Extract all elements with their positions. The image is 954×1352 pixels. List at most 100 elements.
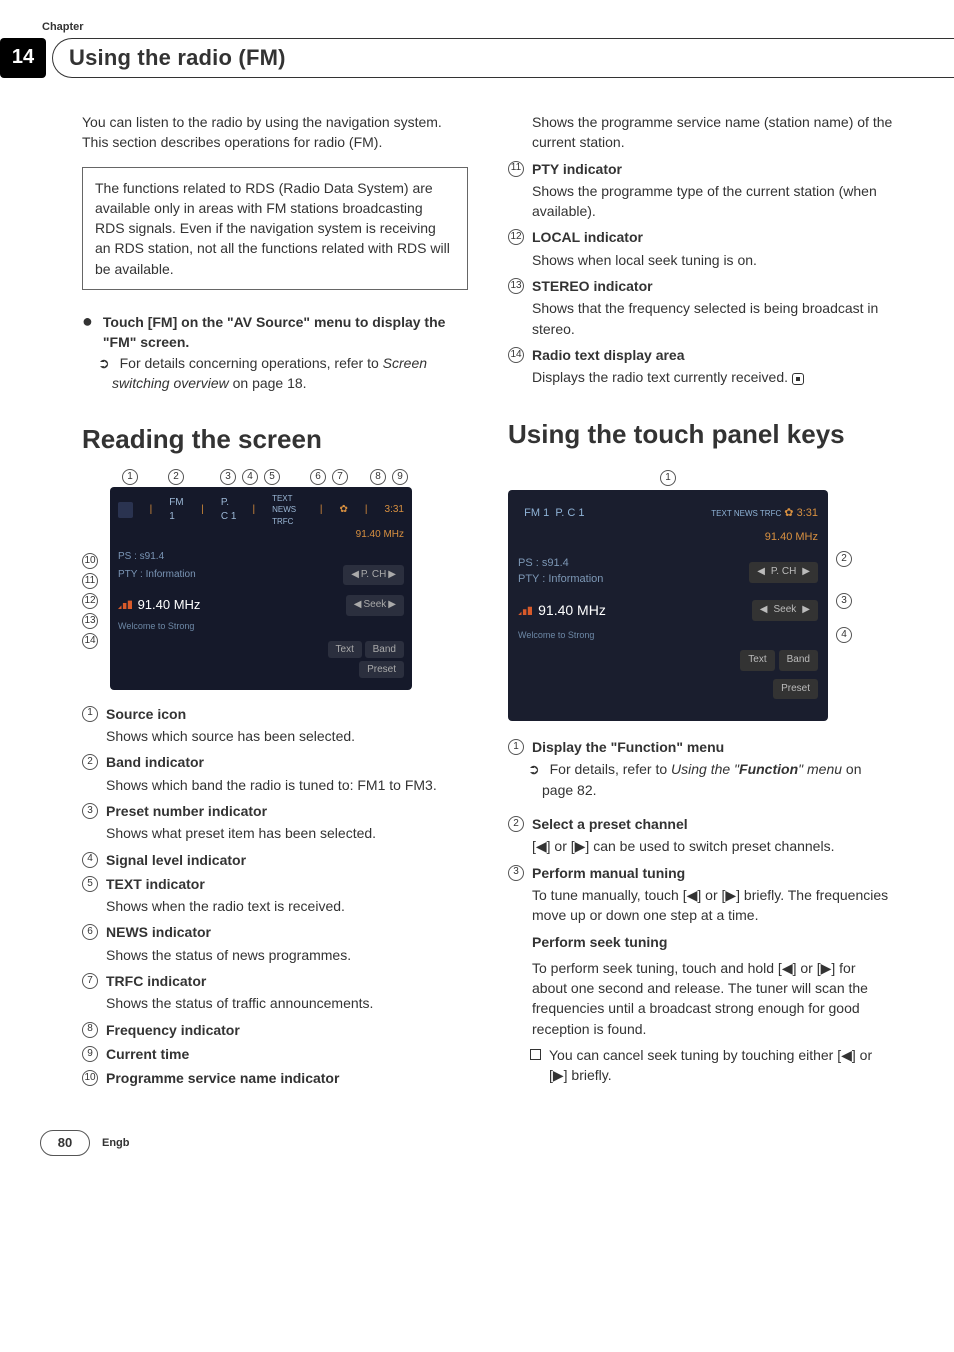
touch-fm-sub2: on page 18. bbox=[229, 375, 307, 391]
def-n-8: 8 bbox=[82, 1022, 98, 1038]
callout-8: 8 bbox=[370, 469, 386, 485]
callout-10: 10 bbox=[82, 553, 98, 569]
td-t-2: Select a preset channel bbox=[532, 814, 688, 834]
fig1-top-callouts: 1 2 3 4 5 6 7 8 9 bbox=[122, 469, 412, 485]
callout-9: 9 bbox=[392, 469, 408, 485]
td-b-1: ➲ For details, refer to Using the "Funct… bbox=[512, 759, 894, 800]
bullet-icon: ● bbox=[82, 312, 93, 353]
def-n-3: 3 bbox=[82, 803, 98, 819]
callout-2: 2 bbox=[168, 469, 184, 485]
tp-preset-button[interactable]: Preset bbox=[773, 679, 818, 700]
td-b-1a: For details, refer to bbox=[550, 761, 671, 777]
tp-gear-icon[interactable]: ✿ bbox=[784, 507, 793, 519]
defs-left: 1Source icon Shows which source has been… bbox=[82, 704, 468, 1089]
def-n-10: 10 bbox=[82, 1070, 98, 1086]
preset-ind: P. C 1 bbox=[221, 496, 239, 525]
source-icon bbox=[118, 502, 133, 518]
lang-label: Engb bbox=[102, 1136, 130, 1152]
band-button[interactable]: Band bbox=[365, 641, 404, 658]
def-n-13: 13 bbox=[508, 278, 524, 294]
chapter-header: 14 Using the radio (FM) bbox=[0, 38, 954, 78]
def-n-12: 12 bbox=[508, 229, 524, 245]
def-t-1: Source icon bbox=[106, 704, 186, 724]
td-b-3: To tune manually, touch [◀] or [▶] brief… bbox=[508, 885, 894, 926]
def-b-7: Shows the status of traffic announcement… bbox=[82, 993, 468, 1013]
def-t-8: Frequency indicator bbox=[106, 1020, 240, 1040]
pty-line: PTY : Information bbox=[118, 568, 196, 583]
txtband-row: Text Band bbox=[118, 643, 404, 658]
tp-indicators: TEXT NEWS TRFC bbox=[711, 509, 781, 518]
note-square-icon bbox=[530, 1049, 541, 1060]
def-t-2: Band indicator bbox=[106, 752, 204, 772]
tp-callout-1: 1 bbox=[660, 470, 676, 486]
touch-panel-figure: 1 FM 1 P. C 1 TEXT NEWS TRFC ✿ 3:31 91.4… bbox=[508, 465, 828, 721]
text-button[interactable]: Text bbox=[328, 641, 362, 658]
tp-band-button[interactable]: Band bbox=[779, 650, 818, 671]
tp-text-button[interactable]: Text bbox=[740, 650, 774, 671]
def-t-14: Radio text display area bbox=[532, 345, 685, 365]
welcome-text: Welcome to Strong bbox=[118, 620, 404, 633]
td-b-1bold: Function bbox=[739, 761, 798, 777]
ref-arrow-icon: ➲ bbox=[98, 355, 110, 371]
pch-button[interactable]: P. CH bbox=[343, 565, 404, 586]
tp-callout-2: 2 bbox=[836, 551, 852, 567]
tp-callout-4: 4 bbox=[836, 627, 852, 643]
def-b-3: Shows what preset item has been selected… bbox=[82, 823, 468, 843]
callout-1: 1 bbox=[122, 469, 138, 485]
touch-fm-sub: ➲ For details concerning operations, ref… bbox=[82, 353, 468, 394]
callout-12: 12 bbox=[82, 593, 98, 609]
touch-screen: FM 1 P. C 1 TEXT NEWS TRFC ✿ 3:31 91.40 … bbox=[508, 490, 828, 721]
def-n-7: 7 bbox=[82, 973, 98, 989]
tp-ps: PS : s91.4 bbox=[518, 557, 569, 569]
def-b-5: Shows when the radio text is received. bbox=[82, 896, 468, 916]
seek-button[interactable]: Seek bbox=[346, 595, 404, 616]
td-n-3: 3 bbox=[508, 865, 524, 881]
def-b-6: Shows the status of news programmes. bbox=[82, 945, 468, 965]
tp-big-freq: 91.40 MHz bbox=[538, 602, 606, 618]
tp-time: 3:31 bbox=[797, 507, 818, 519]
def-n-5: 5 bbox=[82, 876, 98, 892]
def-t-6: NEWS indicator bbox=[106, 922, 211, 942]
def-t-9: Current time bbox=[106, 1044, 189, 1064]
touch-fm-sub1: For details concerning operations, refer… bbox=[120, 355, 383, 371]
freq-ind: 91.40 MHz bbox=[118, 528, 404, 543]
td-b-3b: To perform seek tuning, touch and hold [… bbox=[508, 958, 894, 1039]
def-b-12: Shows when local seek tuning is on. bbox=[508, 250, 894, 270]
callout-14: 14 bbox=[82, 633, 98, 649]
td-b-1i1: Using the " bbox=[671, 761, 739, 777]
freq-row: 91.40 MHz Seek bbox=[118, 595, 404, 616]
tp-pch-button[interactable]: P. CH bbox=[749, 562, 818, 583]
fig1-screen: | FM 1 | P. C 1 | TEXT NEWSTRFC | ✿ | 3:… bbox=[110, 487, 412, 690]
def-t-5: TEXT indicator bbox=[106, 874, 205, 894]
tp-signal-icon bbox=[518, 603, 532, 615]
def-b-11: Shows the programme type of the current … bbox=[508, 181, 894, 222]
callout-13: 13 bbox=[82, 613, 98, 629]
def-t-13: STEREO indicator bbox=[532, 276, 653, 296]
td-b-1i2: " menu bbox=[798, 761, 842, 777]
ps-line: PS : s91.4 bbox=[118, 550, 404, 565]
chapter-label: Chapter bbox=[42, 20, 954, 36]
time-ind: 3:31 bbox=[385, 503, 404, 518]
def-b-13: Shows that the frequency selected is bei… bbox=[508, 298, 894, 339]
rds-note-box: The functions related to RDS (Radio Data… bbox=[82, 167, 468, 290]
def-t-4: Signal level indicator bbox=[106, 850, 246, 870]
chapter-number-badge: 14 bbox=[0, 38, 46, 78]
def-n-2: 2 bbox=[82, 754, 98, 770]
pty-row: PTY : Information P. CH bbox=[118, 565, 404, 586]
preset-button[interactable]: Preset bbox=[359, 661, 404, 678]
freq-icon: ✿ bbox=[340, 503, 348, 518]
tp-pty: PTY : Information bbox=[518, 573, 603, 585]
def-n-11: 11 bbox=[508, 161, 524, 177]
touch-fm-lead: ● Touch [FM] on the "AV Source" menu to … bbox=[82, 312, 468, 353]
callout-4: 4 bbox=[242, 469, 258, 485]
tp-seek-button[interactable]: Seek bbox=[752, 600, 818, 621]
def-n-4: 4 bbox=[82, 852, 98, 868]
td-t-3b: Perform seek tuning bbox=[508, 932, 894, 952]
right-column: Shows the programme service name (statio… bbox=[508, 112, 894, 1091]
def-t-7: TRFC indicator bbox=[106, 971, 206, 991]
chapter-title-pill: Using the radio (FM) bbox=[52, 38, 954, 78]
page-number: 80 bbox=[40, 1130, 90, 1156]
td-note: You can cancel seek tuning by touching e… bbox=[508, 1045, 894, 1086]
ref-arrow-icon-2: ➲ bbox=[528, 761, 540, 777]
touch-fm-text: Touch [FM] on the "AV Source" menu to di… bbox=[103, 312, 468, 353]
